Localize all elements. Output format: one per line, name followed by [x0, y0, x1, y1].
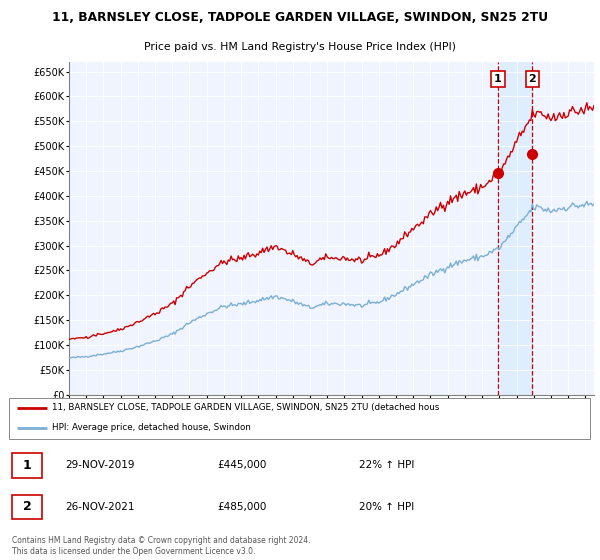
Text: Contains HM Land Registry data © Crown copyright and database right 2024.
This d: Contains HM Land Registry data © Crown c… [12, 536, 310, 556]
Text: 20% ↑ HPI: 20% ↑ HPI [359, 502, 414, 512]
Text: 1: 1 [494, 74, 502, 84]
Text: 29-NOV-2019: 29-NOV-2019 [65, 460, 134, 470]
Text: 11, BARNSLEY CLOSE, TADPOLE GARDEN VILLAGE, SWINDON, SN25 2TU: 11, BARNSLEY CLOSE, TADPOLE GARDEN VILLA… [52, 11, 548, 24]
Text: 2: 2 [23, 500, 32, 514]
Text: 2: 2 [529, 74, 536, 84]
FancyBboxPatch shape [12, 453, 43, 478]
Text: £485,000: £485,000 [218, 502, 267, 512]
FancyBboxPatch shape [9, 398, 590, 438]
Text: £445,000: £445,000 [218, 460, 267, 470]
Text: 11, BARNSLEY CLOSE, TADPOLE GARDEN VILLAGE, SWINDON, SN25 2TU (detached hous: 11, BARNSLEY CLOSE, TADPOLE GARDEN VILLA… [52, 403, 439, 412]
FancyBboxPatch shape [12, 494, 43, 519]
Text: 1: 1 [23, 459, 32, 472]
Text: HPI: Average price, detached house, Swindon: HPI: Average price, detached house, Swin… [52, 423, 251, 432]
Bar [498, 62, 532, 395]
Text: Price paid vs. HM Land Registry's House Price Index (HPI): Price paid vs. HM Land Registry's House … [144, 42, 456, 52]
Text: 22% ↑ HPI: 22% ↑ HPI [359, 460, 414, 470]
Text: 26-NOV-2021: 26-NOV-2021 [65, 502, 134, 512]
